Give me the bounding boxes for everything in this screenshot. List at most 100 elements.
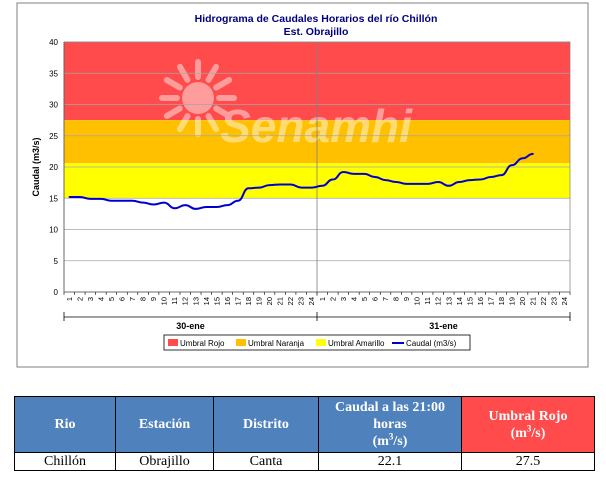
sun-ray-7 [163,77,183,91]
series-layer [68,152,534,210]
header-umbral-rojo: Umbral Rojo (m3/s) [461,396,595,453]
header-rio: Rio [14,396,116,453]
data-point-11 [184,204,187,206]
header-estacion-label: Estación [138,417,191,432]
x-tick-label: 1 [318,297,327,301]
header-caudal-unit: (m [372,434,389,449]
data-point-43 [521,157,524,160]
x-tick-label: 13 [444,297,453,305]
data-point-35 [437,181,440,183]
data-point-42 [511,164,513,166]
x-tick-label: 16 [223,297,232,305]
data-point-6 [131,199,134,202]
data-point-30 [384,179,387,181]
y-tick-label: 25 [49,132,58,141]
header-umbral-sup: 3 [526,422,532,433]
data-point-27 [353,173,355,175]
x-tick-label: 22 [539,297,548,305]
data-point-16 [237,199,239,202]
x-tick-label: 2 [328,297,337,301]
data-point-22 [300,186,302,189]
data-point-5 [121,199,123,202]
data-point-39 [479,178,482,181]
x-tick-label: 23 [297,297,306,305]
data-point-38 [469,179,471,181]
x-tick-label: 12 [434,297,443,305]
x-tick-label: 9 [402,297,411,301]
y-tick-label: 35 [49,69,58,78]
header-umbral-unit: (m [510,425,527,441]
y-tick-label: 0 [54,288,59,297]
x-tick-label: 8 [392,297,401,301]
x-tick-label: 23 [550,297,559,305]
data-point-33 [416,183,418,185]
sun-ray-1 [213,105,233,119]
data-point-37 [458,181,461,183]
axes [63,41,571,321]
legend-label: Umbral Amarillo [328,339,385,348]
data-point-13 [205,206,208,208]
x-tick-label: 16 [476,297,485,305]
x-tick-label: 15 [465,297,474,305]
data-point-1 [79,196,81,198]
legend-swatch-0 [168,339,178,346]
y-tick-label: 5 [54,257,59,266]
data-point-14 [216,206,218,208]
legend-swatch-1 [236,339,246,346]
y-tick-labels: 0 5 10 15 20 25 30 35 40 [49,38,58,297]
x-tick-label: 7 [381,297,390,301]
x-tick-label: 21 [276,297,285,305]
data-point-29 [374,176,376,178]
x-tick-label: 21 [529,297,538,305]
x-tick-label: 18 [497,297,506,305]
data-point-44 [532,153,534,155]
day-label: 30-ene [176,321,205,331]
x-tick-label: 1 [65,297,74,301]
x-tick-label: 3 [339,297,348,301]
legend-label: Umbral Rojo [180,339,225,348]
header-umbral-close: /s) [531,425,546,441]
data-point-20 [279,183,281,186]
y-tick-label: 30 [49,101,58,110]
cell-caudal: 22.1 [318,452,462,471]
data-point-19 [268,184,271,186]
x-tick-labels: 1 2 3 4 5 6 7 8 9 10 11 12 13 14 15 16 17 18 19 20 21 22 23 24 1… [65,297,569,305]
x-tick-label: 6 [370,297,379,301]
legend-label: Caudal (m3/s) [406,339,457,348]
header-caudal-close: /s) [393,434,408,449]
x-tick-label: 9 [149,297,158,301]
y-tick-label: 15 [49,194,58,203]
x-tick-label: 11 [170,297,179,305]
x-tick-label: 6 [117,297,126,301]
data-point-8 [152,203,155,206]
x-tick-label: 14 [202,297,211,305]
x-tick-label: 13 [191,297,200,305]
chart-subtitle: Est. Obrajillo [284,26,349,38]
x-tick-label: 18 [244,297,253,305]
chart-title: Hidrograma de Caudales Horarios del río … [195,13,438,25]
cell-rio: Chillón [14,452,116,471]
data-point-41 [500,174,503,176]
x-tick-label: 19 [508,297,517,305]
sun-ray-2 [205,113,219,133]
data-point-26 [342,171,345,173]
table-row: Chillón Obrajillo Canta 22.1 27.5 [14,452,595,471]
x-tick-label: 10 [160,297,169,305]
data-point-9 [163,201,165,204]
header-distrito-label: Distrito [243,417,289,432]
data-point-0 [68,196,71,198]
day-label: 31-ene [429,321,458,331]
y-tick-label: 20 [49,163,58,172]
x-tick-label: 22 [286,297,295,305]
y-tick-label: 40 [49,38,58,47]
sun-core [182,82,214,114]
data-point-18 [258,186,260,189]
x-tick-label: 11 [423,297,432,305]
cell-estacion: Obrajillo [115,452,214,471]
x-tick-label: 19 [255,297,264,305]
x-tick-label: 17 [233,297,242,305]
data-point-17 [247,187,250,190]
sun-ray-11 [213,77,233,91]
data-point-25 [332,178,334,181]
header-rio-label: Rio [54,417,76,432]
